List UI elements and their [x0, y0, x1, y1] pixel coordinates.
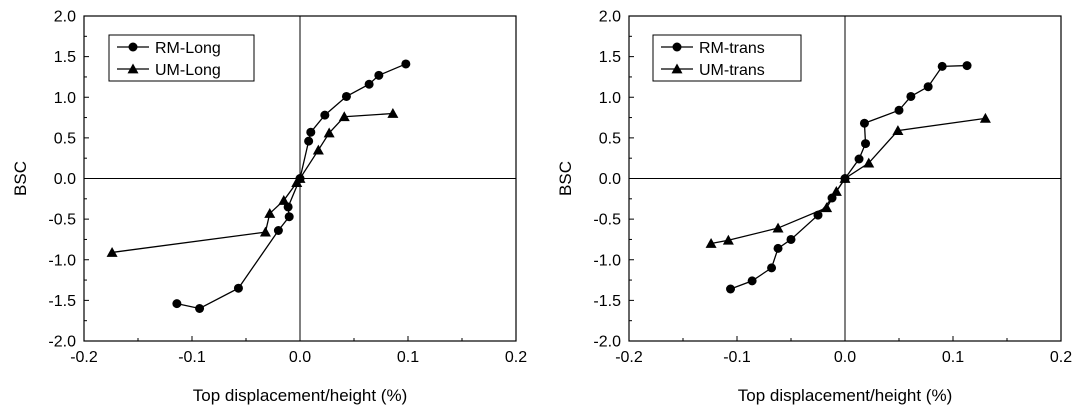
data-point — [861, 139, 871, 149]
series-line — [111, 112, 393, 254]
y-tick-label: 1.0 — [54, 90, 76, 107]
data-point — [259, 226, 271, 237]
y-tick-label: 0.0 — [599, 171, 621, 188]
data-point — [892, 125, 904, 135]
data-point — [341, 91, 351, 101]
x-axis-label: Top displacement/height (%) — [738, 386, 953, 405]
y-tick-label: -1.5 — [48, 293, 76, 310]
x-tick-label: -0.2 — [70, 349, 98, 366]
data-point — [387, 108, 399, 118]
data-point — [106, 246, 118, 257]
data-point — [937, 61, 947, 71]
data-point — [273, 226, 283, 235]
y-tick-label: 1.5 — [54, 49, 76, 66]
data-point — [323, 127, 335, 138]
data-point — [284, 212, 294, 222]
x-tick-label: 0.0 — [289, 349, 311, 366]
data-point — [830, 186, 842, 196]
data-point — [401, 59, 411, 69]
y-tick-label: 1.0 — [599, 90, 621, 107]
data-point — [195, 304, 205, 313]
legend-marker — [127, 63, 139, 74]
x-tick-label: 0.2 — [505, 349, 527, 366]
y-tick-label: -1.0 — [48, 252, 76, 269]
series-line — [730, 64, 968, 290]
chart-2: -0.2 -0.1 0.0 0.1 0.2 2.0 1.5 1.0 0.5 0.0 -0.5 -1.0… — [556, 9, 1072, 406]
chart-1: -0.2 -0.1 0.0 0.1 0.2 2.0 1.5 1.0 0.5 0.0 -0.5 -1.0… — [11, 9, 527, 406]
data-point — [320, 110, 330, 120]
legend-label: RM-Long — [155, 40, 221, 57]
y-tick-label: -1.0 — [593, 252, 621, 269]
data-point — [726, 284, 736, 294]
y-tick-label: 2.0 — [599, 9, 621, 26]
data-point — [705, 238, 717, 248]
legend-marker — [671, 63, 683, 74]
y-tick-label: 1.5 — [599, 49, 621, 66]
data-point — [979, 112, 991, 123]
data-point — [304, 136, 314, 146]
data-point — [306, 127, 316, 137]
data-point — [374, 70, 384, 80]
y-tick-label: 0.5 — [54, 130, 76, 147]
y-axis-label: BSC — [11, 161, 30, 196]
y-tick-label: -2.0 — [48, 334, 76, 351]
series-UM-trans — [705, 112, 991, 248]
x-tick-label: 0.2 — [1050, 349, 1072, 366]
data-point — [854, 154, 864, 164]
x-tick-label: 0.1 — [397, 349, 419, 366]
data-point — [233, 283, 243, 293]
legend-label: RM-trans — [699, 40, 765, 57]
y-tick-label: -1.5 — [593, 293, 621, 310]
data-point — [264, 207, 276, 218]
y-tick-label: -2.0 — [593, 334, 621, 351]
data-point — [294, 173, 306, 183]
data-point — [773, 243, 783, 253]
x-axis-label: Top displacement/height (%) — [193, 386, 408, 405]
data-point — [821, 202, 833, 213]
x-tick-label: 0.1 — [942, 349, 964, 366]
data-point — [859, 118, 869, 128]
data-point — [906, 91, 916, 101]
x-tick-label: -0.1 — [723, 349, 751, 366]
data-point — [338, 111, 350, 122]
data-point — [722, 234, 734, 245]
data-point — [364, 79, 374, 89]
series-line — [176, 63, 407, 310]
data-point — [786, 234, 796, 244]
series-UM-Long — [106, 108, 399, 257]
data-point — [172, 299, 182, 309]
x-tick-label: -0.1 — [178, 349, 206, 366]
x-tick-label: 0.0 — [834, 349, 856, 366]
y-tick-label: -0.5 — [593, 212, 621, 229]
legend-label: UM-trans — [699, 62, 765, 79]
series-RM-Long — [172, 59, 411, 313]
legend: RM-Long UM-Long — [108, 34, 255, 82]
y-tick-label: 0.5 — [599, 130, 621, 147]
data-point — [767, 263, 777, 273]
y-tick-label: -0.5 — [48, 212, 76, 229]
data-point — [747, 276, 757, 286]
legend-marker — [672, 42, 682, 52]
data-point — [962, 61, 972, 71]
data-point — [278, 194, 290, 205]
legend: RM-trans UM-trans — [652, 34, 802, 82]
x-tick-label: -0.2 — [615, 349, 643, 366]
data-point — [772, 222, 784, 233]
data-point — [863, 157, 875, 168]
legend-marker — [128, 42, 138, 52]
series-RM-trans — [726, 61, 972, 294]
y-axis-label: BSC — [556, 161, 575, 196]
y-tick-label: 0.0 — [54, 171, 76, 188]
y-tick-label: 2.0 — [54, 9, 76, 26]
data-point — [839, 173, 851, 183]
data-point — [923, 82, 933, 92]
data-point — [894, 105, 904, 115]
data-point — [312, 144, 324, 155]
legend-label: UM-Long — [155, 62, 221, 79]
